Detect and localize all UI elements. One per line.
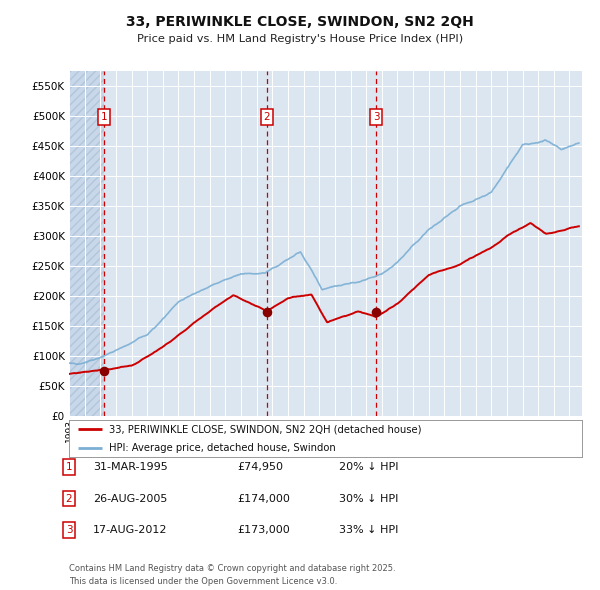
Text: 26-AUG-2005: 26-AUG-2005 [93, 494, 167, 503]
Text: HPI: Average price, detached house, Swindon: HPI: Average price, detached house, Swin… [109, 443, 336, 453]
Bar [69, 71, 104, 416]
Text: 2: 2 [263, 113, 270, 122]
Text: £174,000: £174,000 [237, 494, 290, 503]
Text: 30% ↓ HPI: 30% ↓ HPI [339, 494, 398, 503]
Text: 1: 1 [65, 463, 73, 472]
Point [371, 307, 381, 317]
Text: 33% ↓ HPI: 33% ↓ HPI [339, 525, 398, 535]
Text: £173,000: £173,000 [237, 525, 290, 535]
Text: £74,950: £74,950 [237, 463, 283, 472]
Text: 33, PERIWINKLE CLOSE, SWINDON, SN2 2QH: 33, PERIWINKLE CLOSE, SWINDON, SN2 2QH [126, 15, 474, 30]
Text: 3: 3 [65, 525, 73, 535]
Text: 1: 1 [101, 113, 107, 122]
Text: 2: 2 [65, 494, 73, 503]
Text: 33, PERIWINKLE CLOSE, SWINDON, SN2 2QH (detached house): 33, PERIWINKLE CLOSE, SWINDON, SN2 2QH (… [109, 424, 422, 434]
Text: Contains HM Land Registry data © Crown copyright and database right 2025.
This d: Contains HM Land Registry data © Crown c… [69, 563, 395, 586]
Point [99, 366, 109, 376]
Text: 3: 3 [373, 113, 379, 122]
Text: 17-AUG-2012: 17-AUG-2012 [93, 525, 167, 535]
Point [262, 307, 272, 316]
Text: 20% ↓ HPI: 20% ↓ HPI [339, 463, 398, 472]
Text: 31-MAR-1995: 31-MAR-1995 [93, 463, 168, 472]
Text: Price paid vs. HM Land Registry's House Price Index (HPI): Price paid vs. HM Land Registry's House … [137, 34, 463, 44]
